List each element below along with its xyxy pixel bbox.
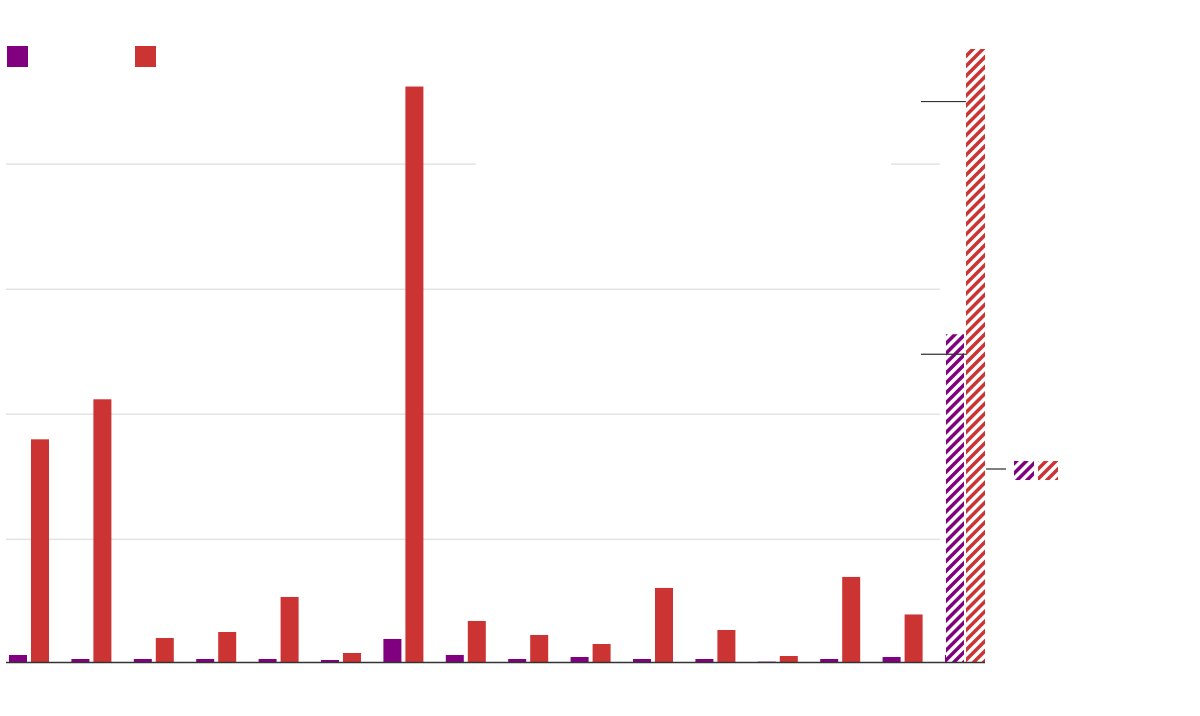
bar-series-a — [321, 659, 339, 662]
bar-series-b — [842, 576, 861, 662]
bar-series-b — [31, 439, 49, 662]
bar-series-b — [467, 620, 486, 662]
total-legend-swatch-b — [1038, 461, 1058, 480]
bar-series-a — [133, 658, 152, 662]
bar-series-a — [757, 661, 776, 662]
bar-series-b — [779, 655, 798, 662]
bar-series-b — [93, 399, 112, 662]
bar-series-a — [695, 658, 714, 662]
bar-series-b — [155, 637, 174, 662]
bars — [9, 86, 985, 662]
legend-swatch-series-b — [135, 46, 156, 67]
gridlines — [6, 163, 940, 541]
bar-series-b — [655, 587, 673, 662]
bar-series-a — [882, 656, 901, 662]
bar-series-b — [343, 652, 361, 662]
bar-series-b — [592, 643, 611, 662]
bar-series-a — [258, 658, 277, 662]
legend-swatch-series-a — [7, 46, 28, 67]
bar-series-b — [717, 629, 736, 662]
total-bar-series-b — [966, 49, 985, 662]
bar-series-b — [530, 634, 549, 662]
bar-series-a — [445, 654, 464, 662]
bar-series-a — [196, 658, 215, 662]
bar-series-b — [904, 614, 923, 662]
total-bar-series-a — [946, 334, 964, 662]
bar-series-a — [633, 658, 651, 662]
total-legend-swatch-a — [1014, 461, 1034, 480]
bar-series-b — [405, 86, 424, 662]
legend — [7, 46, 156, 67]
bar-series-a — [570, 656, 589, 662]
bar-series-a — [71, 658, 90, 662]
bar-series-b — [280, 596, 299, 662]
bar-series-a — [383, 638, 402, 662]
bar-series-a — [9, 654, 27, 662]
bar-series-a — [508, 658, 527, 662]
bar-series-b — [218, 631, 237, 662]
total-bars — [921, 49, 1058, 662]
bar-series-a — [820, 658, 839, 662]
